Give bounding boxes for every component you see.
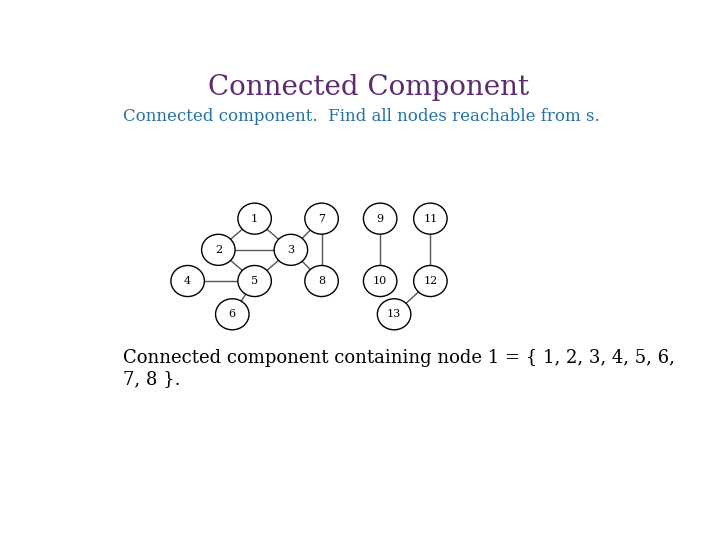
Ellipse shape [413,266,447,296]
Text: 7, 8 }.: 7, 8 }. [124,370,181,388]
Text: Connected Component: Connected Component [208,74,530,101]
Ellipse shape [274,234,307,265]
Text: 2: 2 [215,245,222,255]
Ellipse shape [238,203,271,234]
Ellipse shape [377,299,411,330]
Text: 3: 3 [287,245,294,255]
Text: 7: 7 [318,214,325,224]
Text: 4: 4 [184,276,192,286]
Ellipse shape [413,203,447,234]
Text: Connected component.  Find all nodes reachable from s.: Connected component. Find all nodes reac… [124,109,600,125]
Ellipse shape [202,234,235,265]
Text: 11: 11 [423,214,438,224]
Text: Connected component containing node 1 = { 1, 2, 3, 4, 5, 6,: Connected component containing node 1 = … [124,349,675,367]
Text: 8: 8 [318,276,325,286]
Text: 12: 12 [423,276,438,286]
Ellipse shape [364,266,397,296]
Text: 10: 10 [373,276,387,286]
Ellipse shape [215,299,249,330]
Ellipse shape [305,203,338,234]
Text: 13: 13 [387,309,401,319]
Text: 9: 9 [377,214,384,224]
Text: 6: 6 [229,309,236,319]
Text: 1: 1 [251,214,258,224]
Ellipse shape [238,266,271,296]
Ellipse shape [364,203,397,234]
Text: 5: 5 [251,276,258,286]
Ellipse shape [305,266,338,296]
Ellipse shape [171,266,204,296]
